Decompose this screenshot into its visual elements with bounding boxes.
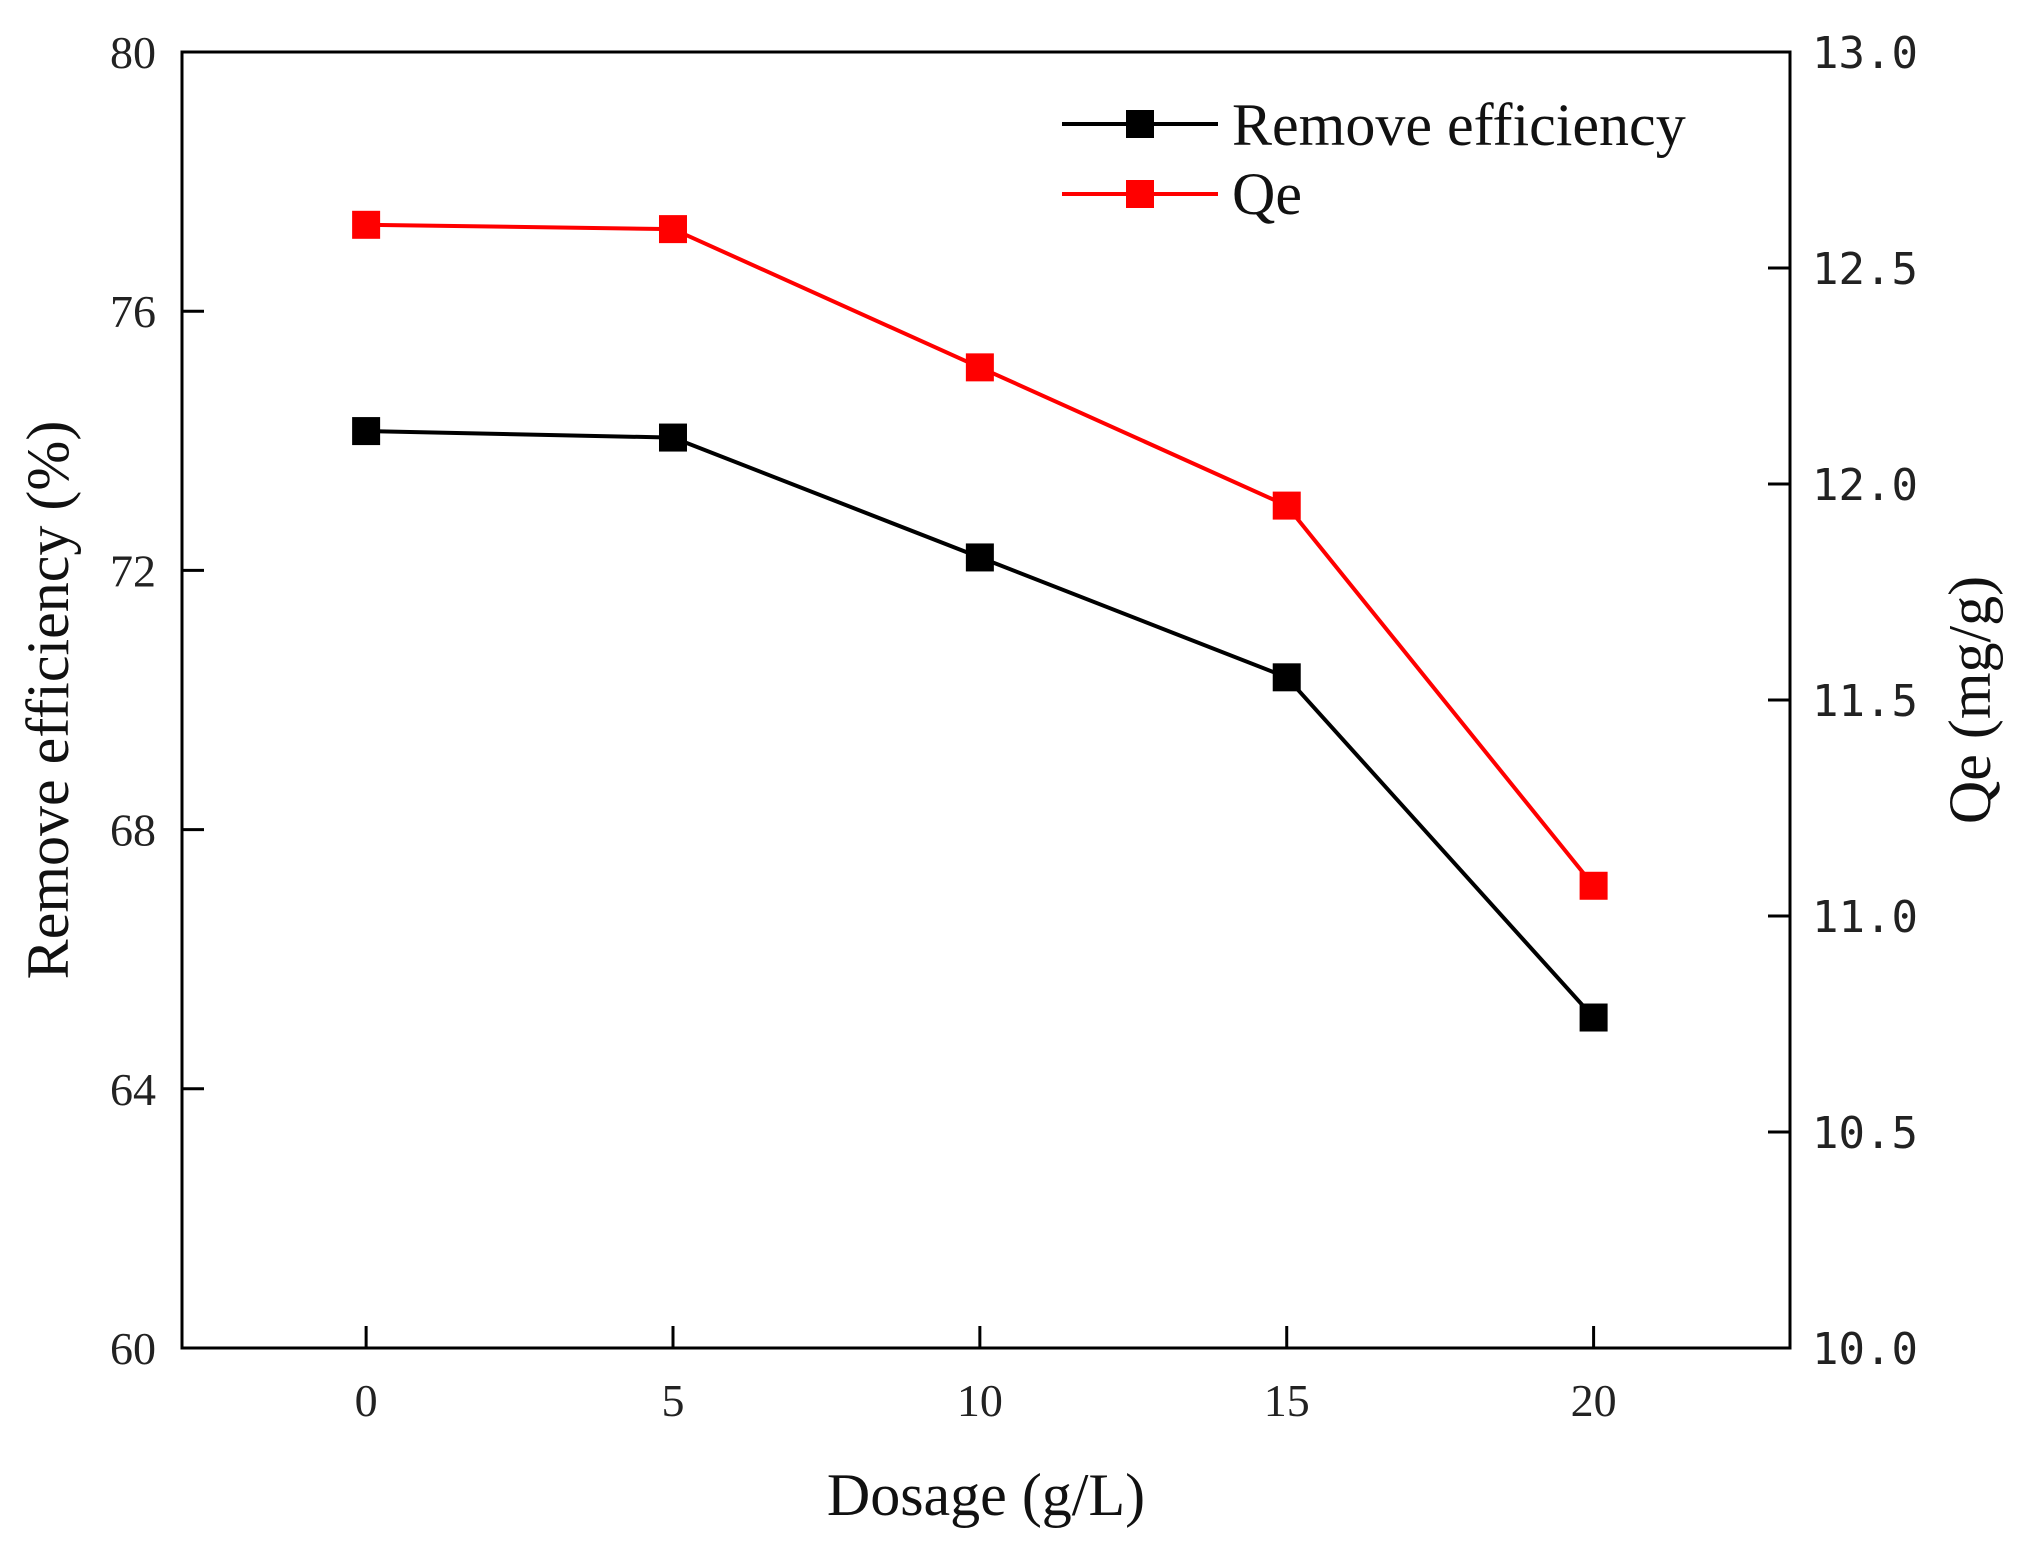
point-qe-4	[1579, 871, 1608, 900]
y2-tick-label-0: 10.0	[1812, 1324, 1918, 1375]
y2-axis-ticks: 10.0 10.5 11.0 11.5 12.0 12.5 13.0	[1768, 28, 1918, 1375]
series-line-remove-efficiency	[366, 429, 1596, 1019]
point-remove-efficiency-2	[965, 543, 994, 572]
x-tick-label-1: 5	[661, 1375, 684, 1426]
y-tick-label-1: 64	[110, 1064, 156, 1115]
point-qe-1	[658, 215, 687, 244]
point-remove-efficiency-1	[658, 423, 687, 452]
legend-label-qe: Qe	[1232, 161, 1302, 227]
legend: Remove efficiency Qe	[1062, 92, 1686, 227]
y2-tick-label-2: 11.0	[1812, 892, 1918, 943]
x-axis-title: Dosage (g/L)	[827, 1462, 1145, 1528]
point-remove-efficiency-3	[1272, 663, 1301, 692]
y2-axis-title: Qe (mg/g)	[1937, 576, 2003, 824]
series-layer	[352, 210, 1608, 1032]
x-tick-label-0: 0	[355, 1375, 378, 1426]
y-tick-label-4: 76	[110, 286, 156, 337]
y2-tick-label-1: 10.5	[1812, 1108, 1918, 1159]
point-remove-efficiency-0	[352, 417, 381, 446]
legend-marker-remove-efficiency	[1126, 110, 1154, 138]
x-tick-label-2: 10	[957, 1375, 1003, 1426]
x-tick-label-3: 15	[1264, 1375, 1310, 1426]
y-tick-label-5: 80	[110, 27, 156, 78]
y2-tick-label-4: 12.0	[1812, 460, 1918, 511]
x-axis-ticks: 0 5 10 15 20	[355, 1326, 1617, 1426]
point-qe-2	[965, 353, 994, 382]
point-qe-0	[352, 210, 381, 239]
point-remove-efficiency-4	[1579, 1003, 1608, 1032]
point-qe-3	[1272, 491, 1301, 520]
y-tick-label-2: 68	[110, 805, 156, 856]
legend-label-remove-efficiency: Remove efficiency	[1232, 92, 1686, 158]
x-tick-label-4: 20	[1571, 1375, 1617, 1426]
y-axis-ticks: 60 64 68 72 76 80	[110, 27, 204, 1374]
y-axis-title: Remove efficiency (%)	[15, 421, 81, 980]
y2-tick-label-3: 11.5	[1812, 676, 1918, 727]
y-tick-label-0: 60	[110, 1323, 156, 1374]
y2-tick-label-5: 12.5	[1812, 244, 1918, 295]
y2-tick-label-6: 13.0	[1812, 28, 1918, 79]
y-tick-label-3: 72	[110, 545, 156, 596]
legend-marker-qe	[1126, 180, 1154, 208]
plot-frame	[180, 50, 1792, 1350]
